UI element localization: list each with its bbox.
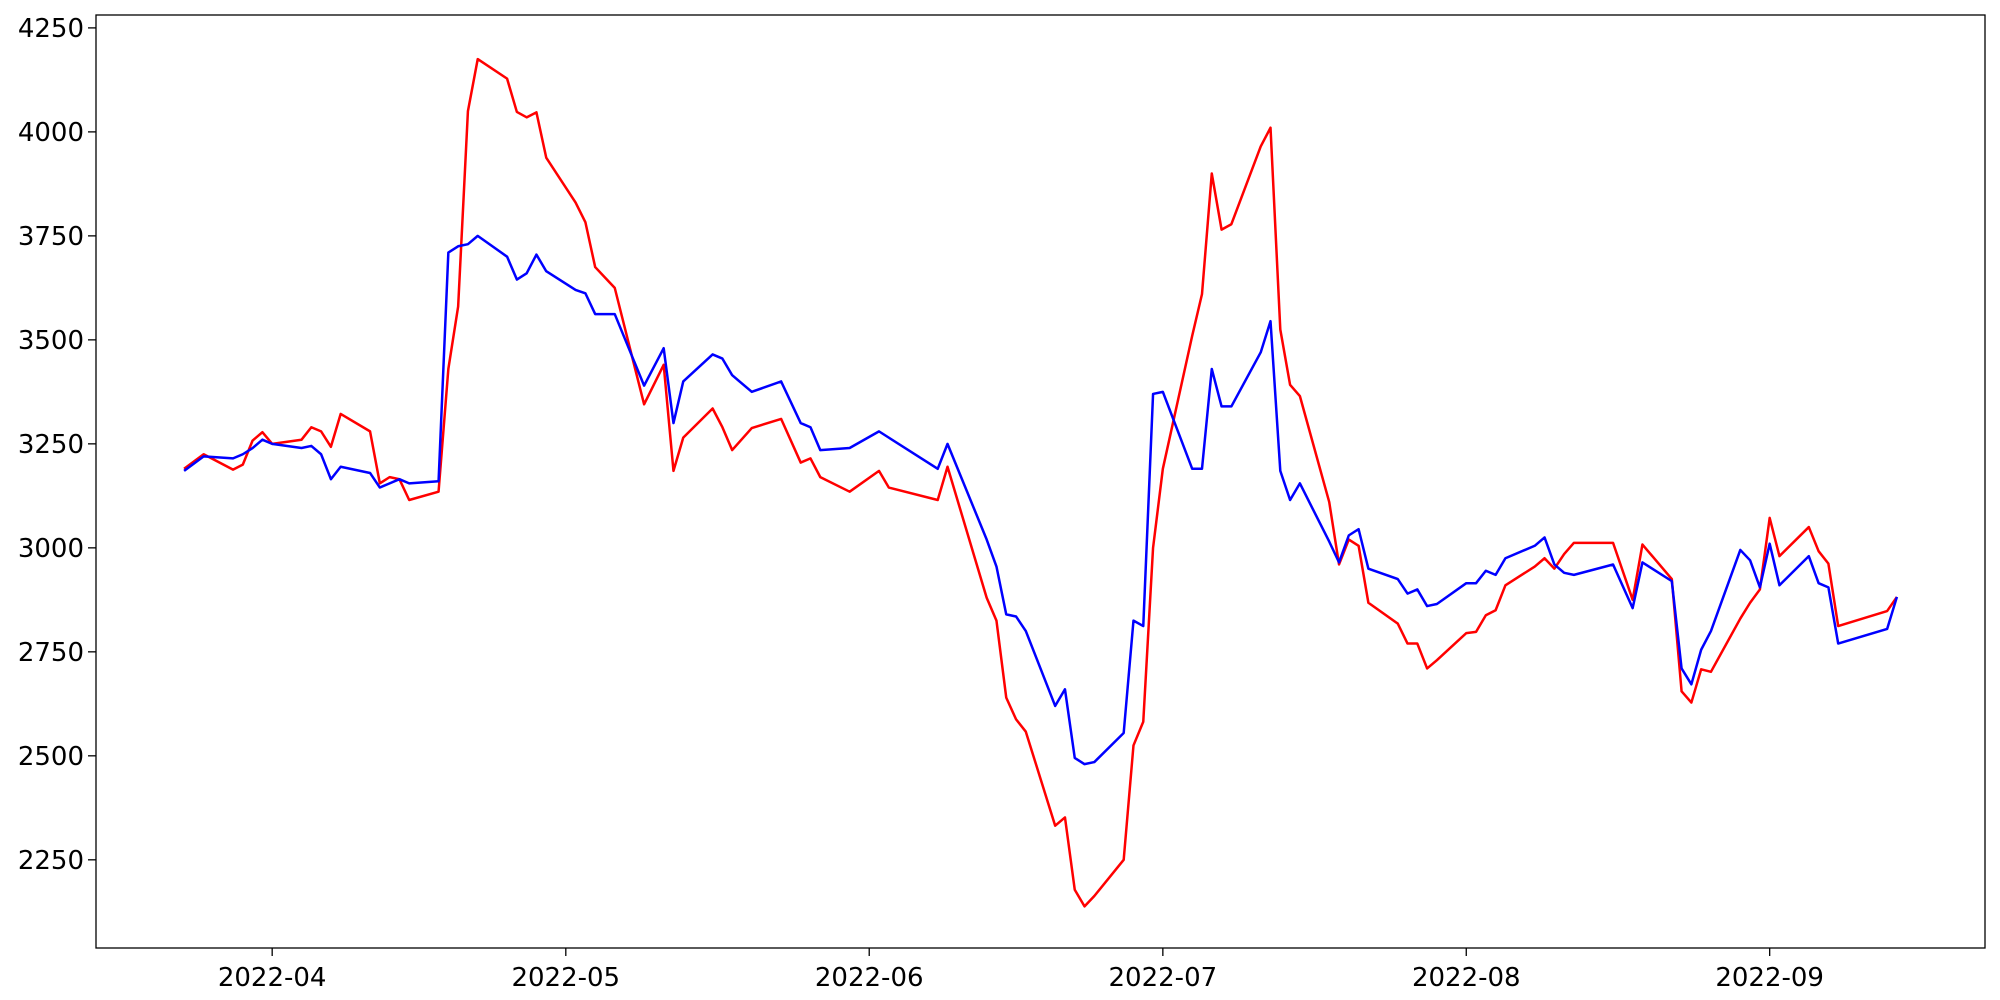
x-tick-label: 2022-06 [815,963,924,993]
y-tick-label: 4250 [18,14,84,44]
y-tick-label: 3250 [18,430,84,460]
x-tick-label: 2022-04 [218,963,327,993]
y-tick-label: 2250 [18,846,84,876]
series-line [183,234,1899,766]
x-tick-label: 2022-05 [511,963,620,993]
x-tick-label: 2022-07 [1109,963,1218,993]
y-tick-label: 3500 [18,326,84,356]
y-tick-label: 3000 [18,534,84,564]
y-tick-label: 2500 [18,742,84,772]
series-line [183,57,1898,908]
y-tick-label: 3750 [18,222,84,252]
y-tick-label: 4000 [18,118,84,148]
x-tick-label: 2022-09 [1715,963,1824,993]
x-tick-label: 2022-08 [1412,963,1521,993]
plot-frame [95,14,1986,949]
y-tick-label: 2750 [18,638,84,668]
